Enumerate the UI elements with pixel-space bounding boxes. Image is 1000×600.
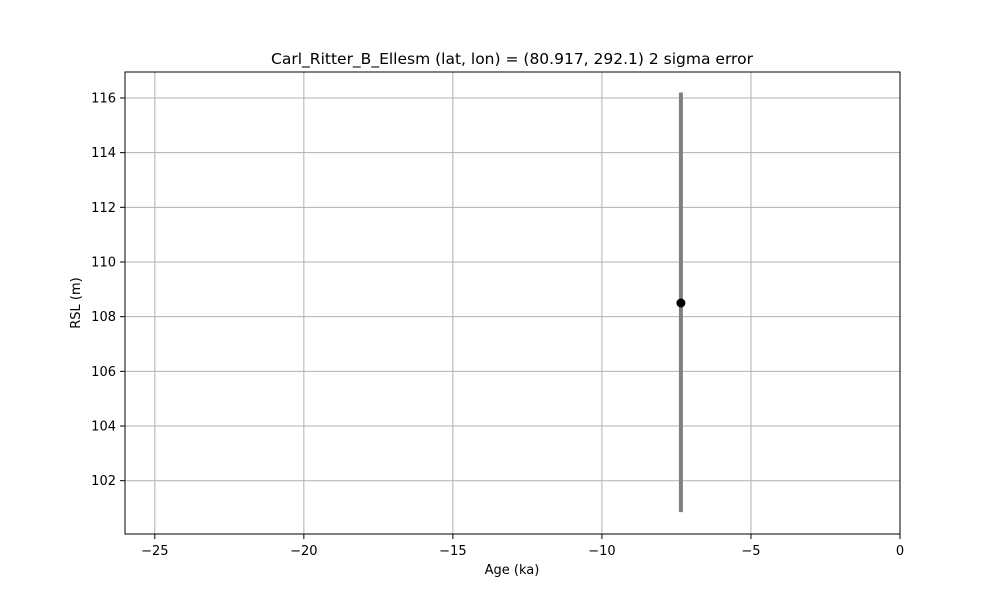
y-axis-label: RSL (m)	[69, 277, 84, 328]
y-tick-label: 110	[91, 255, 116, 270]
chart-title: Carl_Ritter_B_Ellesm (lat, lon) = (80.91…	[271, 50, 754, 69]
data-point-marker	[676, 298, 686, 308]
x-axis-label: Age (ka)	[485, 563, 540, 578]
x-tick-label: 0	[896, 544, 904, 559]
x-tick-label: −5	[741, 544, 760, 559]
x-tick-label: −10	[588, 544, 615, 559]
y-tick-label: 104	[91, 420, 116, 435]
grid-lines	[125, 72, 901, 534]
data-points	[676, 298, 686, 308]
x-axis-ticks: −25 −20 −15 −10 −5 0	[141, 534, 904, 559]
y-tick-label: 102	[91, 474, 116, 489]
y-tick-label: 114	[91, 146, 116, 161]
y-tick-label: 116	[91, 91, 116, 106]
y-tick-label: 112	[91, 201, 116, 216]
plot-frame	[124, 71, 901, 535]
y-axis-ticks: 102 104 106 108 110 112 114 116	[91, 91, 125, 489]
x-tick-label: −15	[439, 544, 466, 559]
x-tick-label: −20	[290, 544, 317, 559]
y-tick-label: 106	[91, 365, 116, 380]
y-tick-label: 108	[91, 310, 116, 325]
x-tick-label: −25	[141, 544, 168, 559]
